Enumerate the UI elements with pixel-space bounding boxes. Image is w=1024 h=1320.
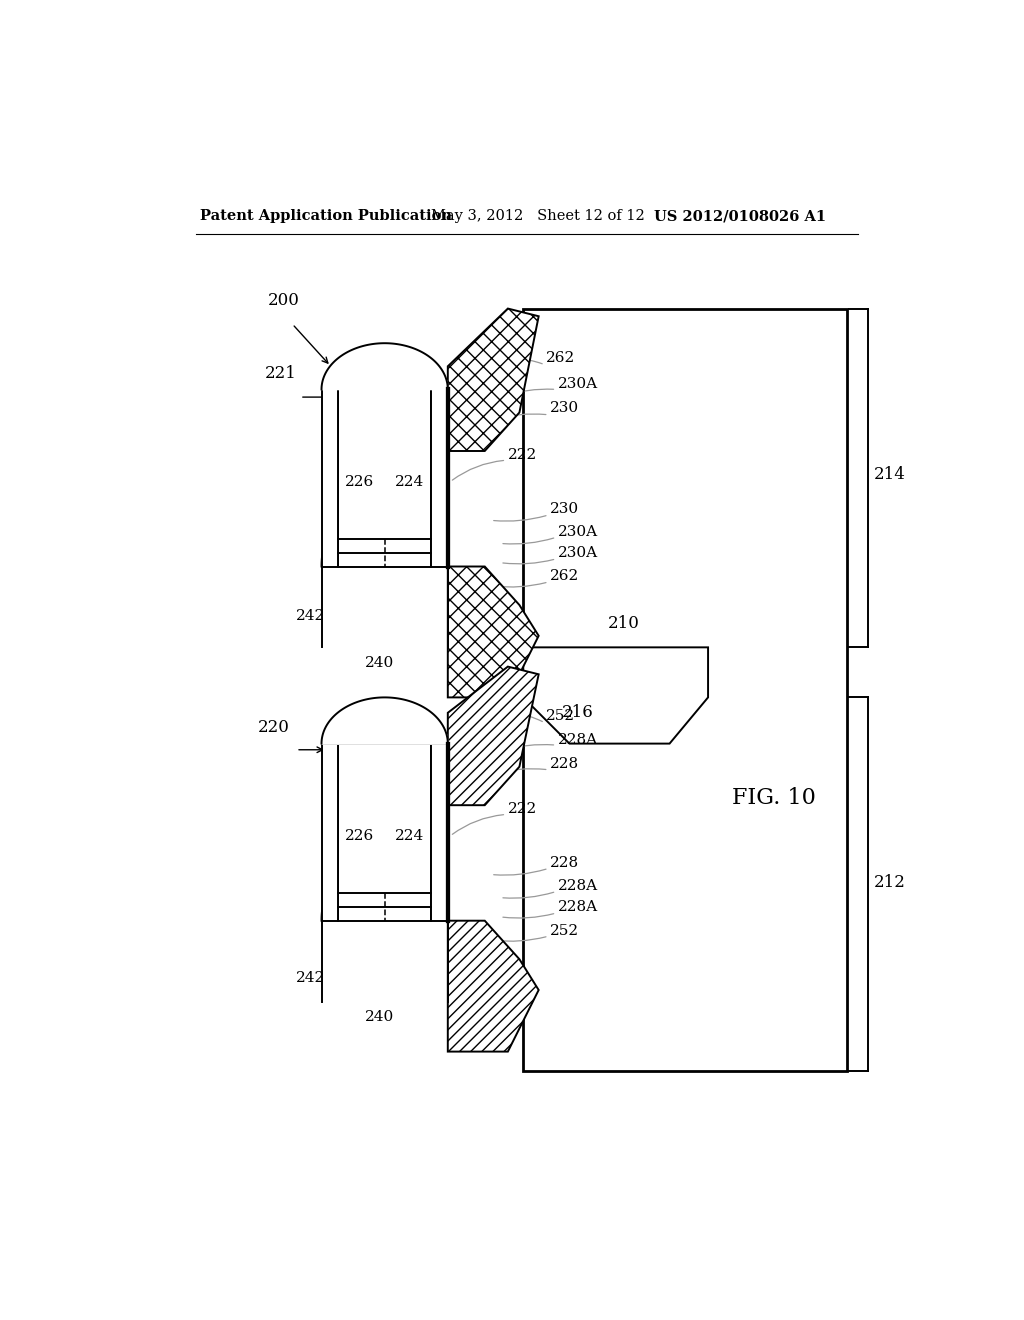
Bar <box>339 389 431 566</box>
Text: 216: 216 <box>562 704 594 721</box>
Text: 228A: 228A <box>558 879 598 892</box>
Text: 222: 222 <box>508 447 538 462</box>
Text: 252: 252 <box>547 710 575 723</box>
Text: 228A: 228A <box>558 733 598 747</box>
Text: 214: 214 <box>873 466 905 483</box>
Polygon shape <box>322 490 447 566</box>
Text: 242: 242 <box>296 610 326 623</box>
Bar <box>431 743 447 921</box>
Text: 200: 200 <box>267 292 299 309</box>
Text: 228A: 228A <box>558 900 598 915</box>
Text: US 2012/0108026 A1: US 2012/0108026 A1 <box>654 209 826 223</box>
Text: 212: 212 <box>873 874 905 891</box>
Text: 220: 220 <box>258 719 290 737</box>
Text: 210: 210 <box>608 615 640 632</box>
Polygon shape <box>447 566 539 697</box>
Bar <box>523 309 847 1071</box>
Text: 226: 226 <box>345 475 374 488</box>
Text: 230: 230 <box>550 401 580 416</box>
Polygon shape <box>322 843 447 921</box>
Polygon shape <box>322 697 447 743</box>
Bar <box>431 389 447 566</box>
Polygon shape <box>523 647 708 743</box>
Polygon shape <box>447 921 539 1052</box>
Text: Patent Application Publication: Patent Application Publication <box>200 209 452 223</box>
Bar <box>339 743 431 921</box>
Text: 230A: 230A <box>558 546 598 560</box>
Text: 230: 230 <box>550 502 580 516</box>
Polygon shape <box>322 343 447 389</box>
Text: 224: 224 <box>394 475 424 488</box>
Text: FIG. 10: FIG. 10 <box>731 787 815 808</box>
Text: 252: 252 <box>550 924 580 937</box>
Text: 230A: 230A <box>558 525 598 539</box>
Text: 242: 242 <box>296 972 326 985</box>
Polygon shape <box>447 309 539 451</box>
Text: 240: 240 <box>366 1010 394 1024</box>
Text: 222: 222 <box>508 803 538 816</box>
Bar <box>322 389 339 566</box>
Polygon shape <box>447 667 539 805</box>
Text: May 3, 2012   Sheet 12 of 12: May 3, 2012 Sheet 12 of 12 <box>431 209 645 223</box>
Bar <box>322 743 339 921</box>
Text: 230A: 230A <box>558 378 598 391</box>
Text: 221: 221 <box>265 364 297 381</box>
Text: 240: 240 <box>366 656 394 669</box>
Text: 224: 224 <box>394 829 424 843</box>
Text: 228: 228 <box>550 855 580 870</box>
Text: 262: 262 <box>547 351 575 366</box>
Text: 226: 226 <box>345 829 374 843</box>
Text: 228: 228 <box>550 758 580 771</box>
Text: 262: 262 <box>550 569 580 583</box>
